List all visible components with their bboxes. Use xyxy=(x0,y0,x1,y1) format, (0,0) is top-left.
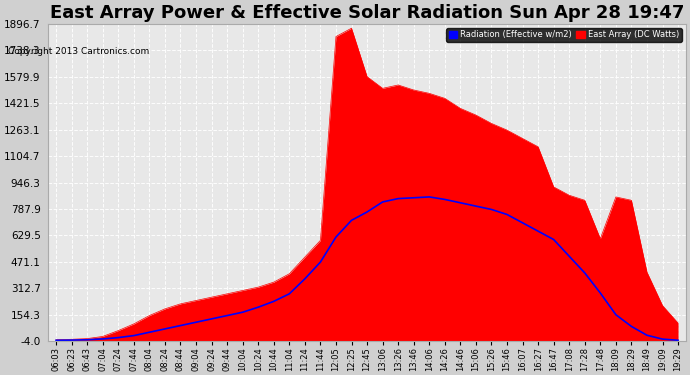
Title: East Array Power & Effective Solar Radiation Sun Apr 28 19:47: East Array Power & Effective Solar Radia… xyxy=(50,4,684,22)
Text: Copyright 2013 Cartronics.com: Copyright 2013 Cartronics.com xyxy=(8,47,150,56)
Legend: Radiation (Effective w/m2), East Array (DC Watts): Radiation (Effective w/m2), East Array (… xyxy=(446,28,682,42)
